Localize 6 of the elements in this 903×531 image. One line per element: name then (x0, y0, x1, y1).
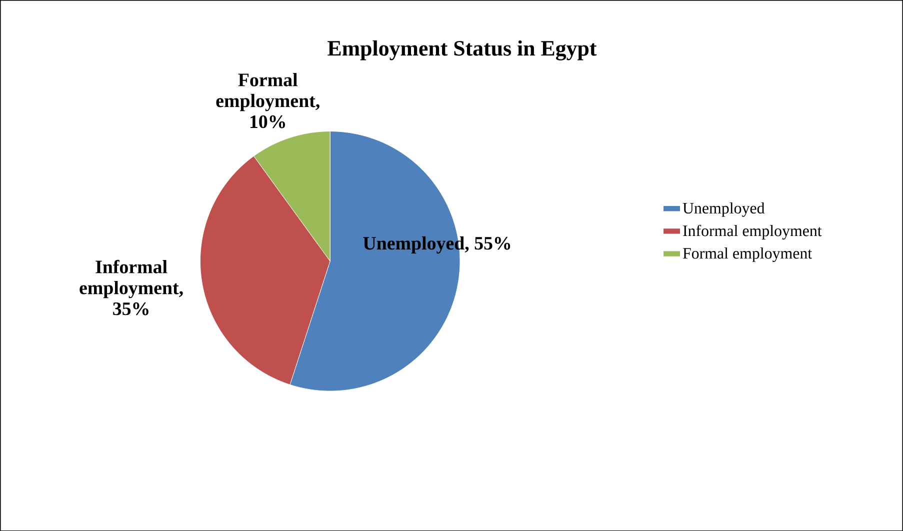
legend-label: Unemployed (682, 202, 765, 217)
legend-label: Informal employment (683, 224, 822, 240)
legend-label: Formal employment (682, 247, 812, 262)
chart-title: Employment Status in Egypt (328, 40, 597, 60)
data-label: Formal employment, 10% (216, 72, 320, 128)
data-label: Informal employment, 35% (80, 260, 183, 316)
